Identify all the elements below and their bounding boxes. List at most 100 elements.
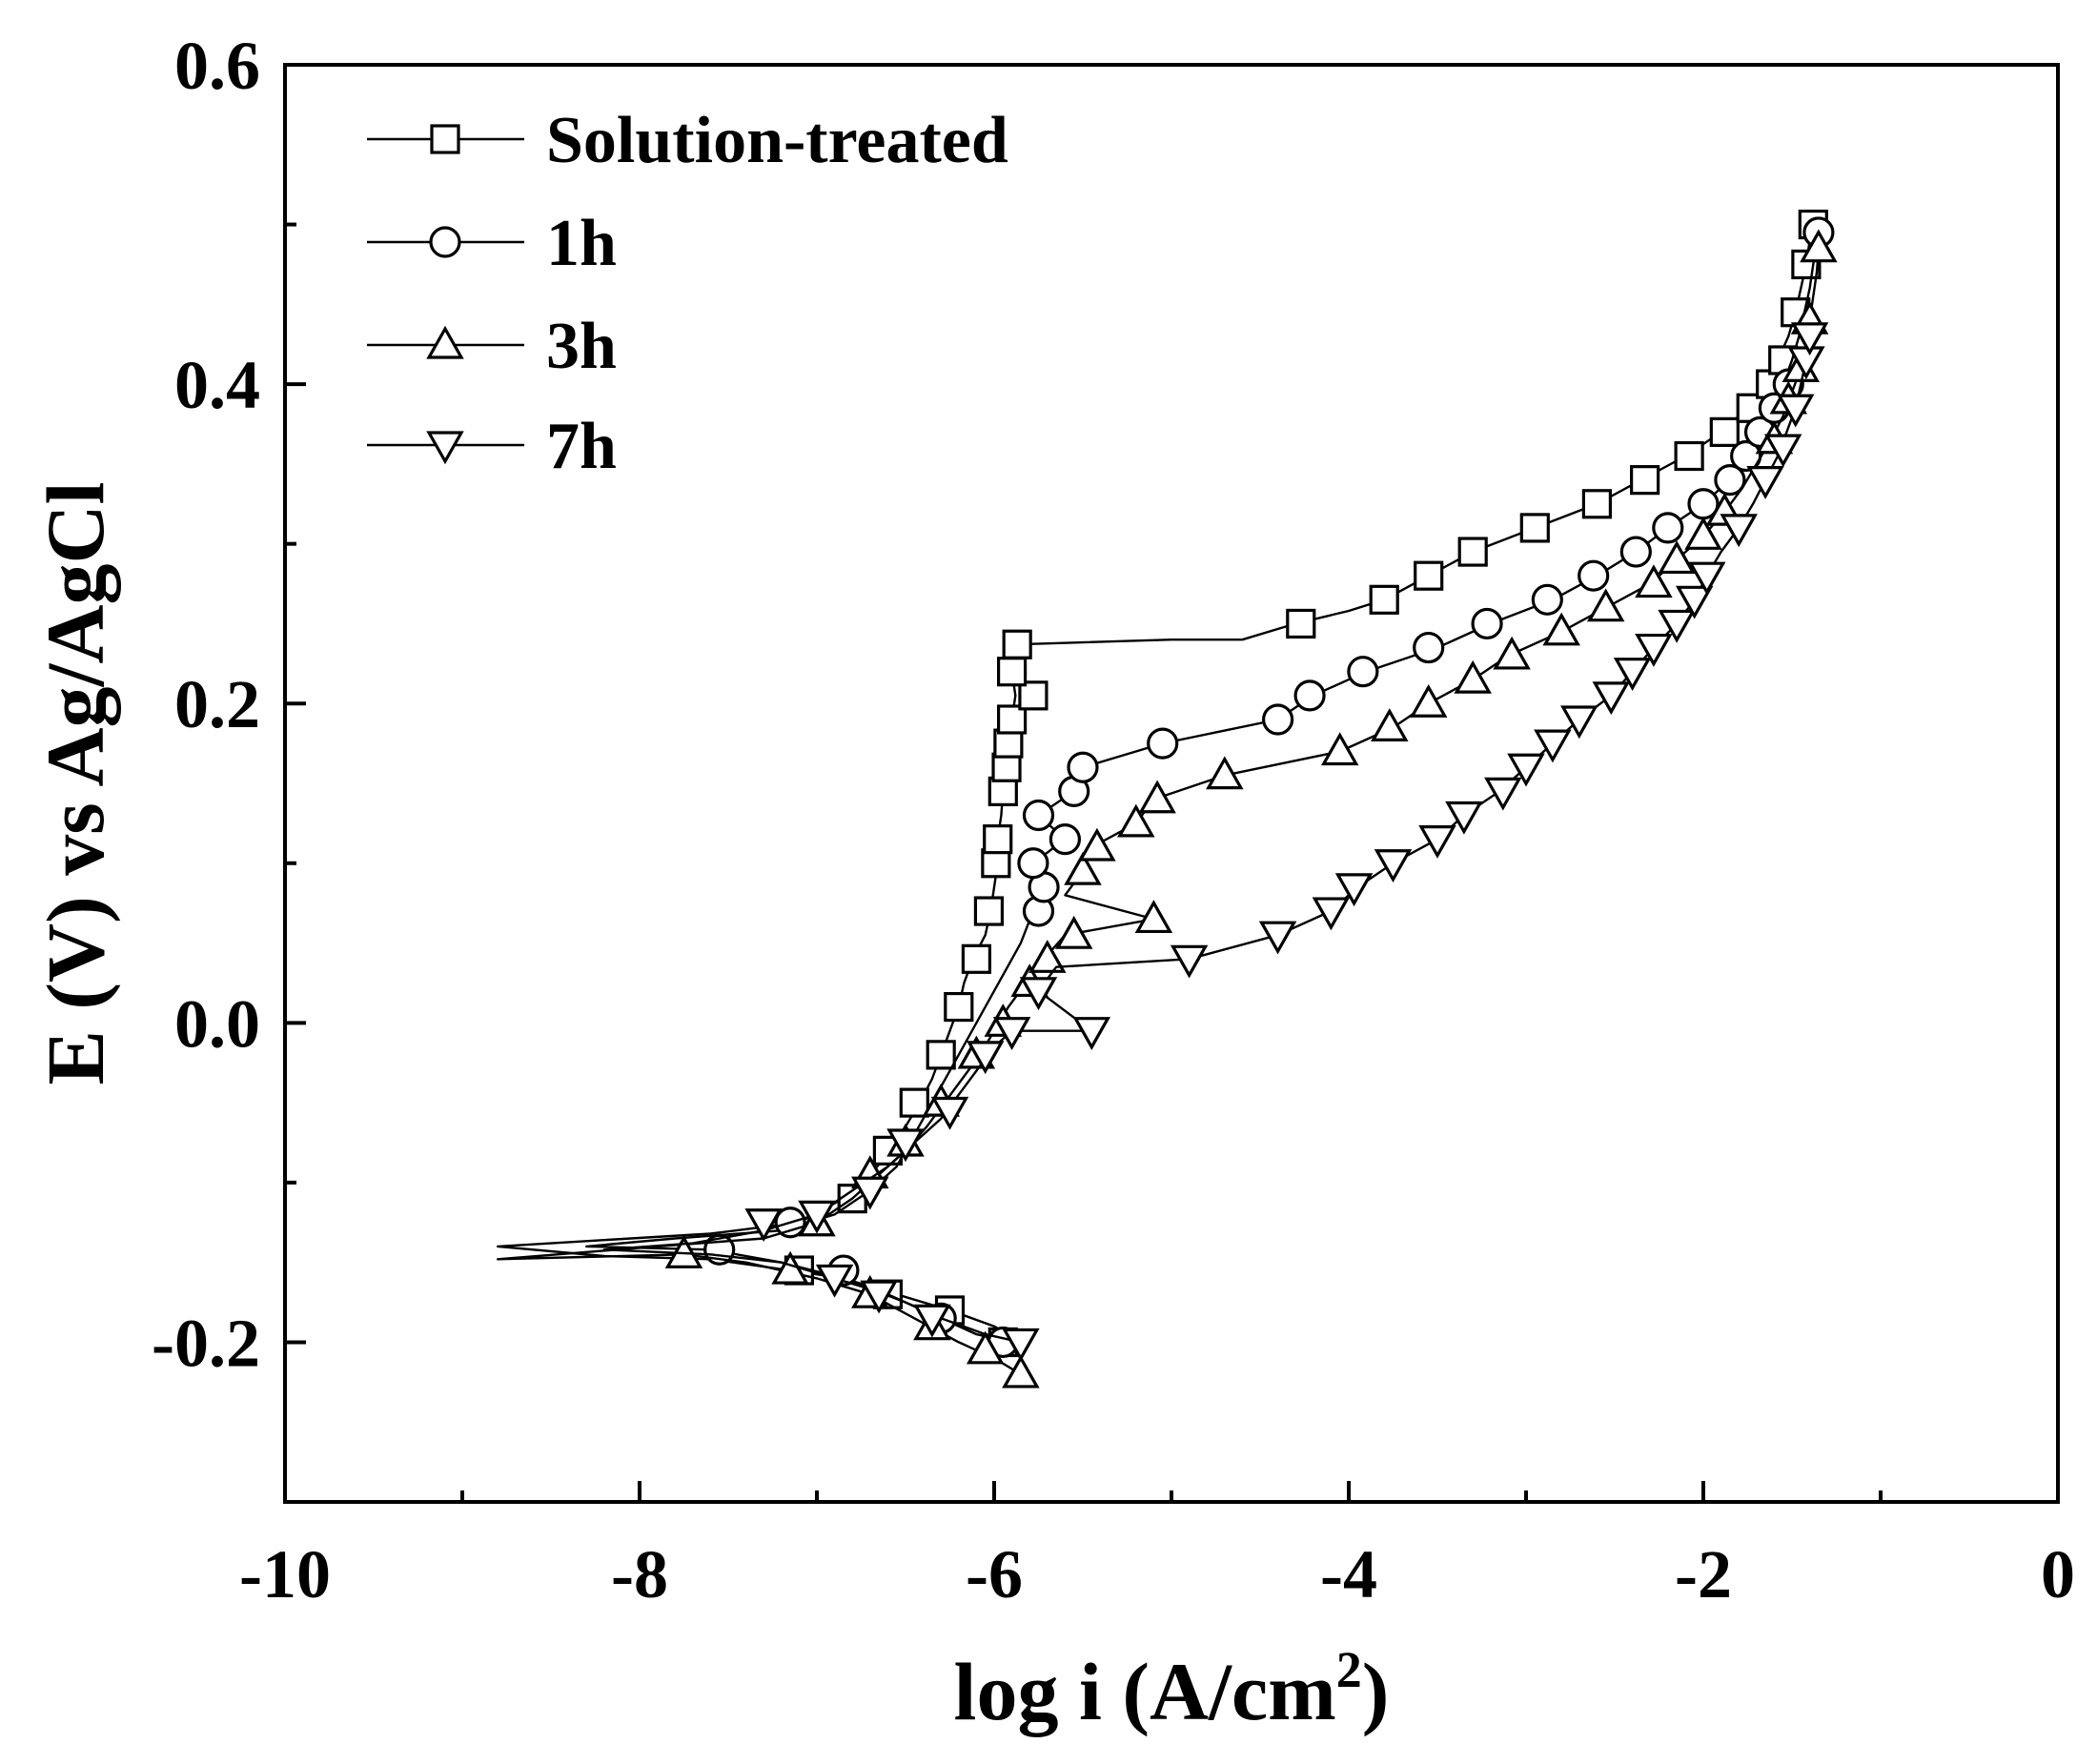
data-point-7h — [1170, 944, 1209, 979]
data-point-1h — [1578, 559, 1610, 592]
data-point-1h — [1022, 799, 1055, 832]
data-point-7h — [1592, 681, 1631, 716]
data-point-solution-treated — [1519, 513, 1550, 543]
data-point-7h — [1746, 466, 1784, 499]
data-point-3h — [1635, 564, 1673, 598]
series-solution-treated — [497, 209, 1828, 1358]
series-7h — [602, 322, 1829, 1362]
data-point-7h — [1312, 897, 1351, 931]
data-point-7h — [1507, 753, 1545, 787]
data-point-7h — [1687, 561, 1726, 596]
data-point-1h — [1714, 464, 1746, 497]
data-point-3h — [1542, 612, 1580, 646]
legend-item-1h: 1h — [367, 207, 617, 280]
data-point-3h — [1586, 588, 1625, 622]
data-point-7h — [744, 1208, 783, 1243]
data-point-7h — [1613, 658, 1652, 691]
data-point-3h — [1684, 517, 1722, 550]
x-tick-label: -10 — [239, 1536, 331, 1612]
data-point-solution-treated — [961, 943, 992, 974]
data-point-7h — [1776, 394, 1815, 428]
data-point-7h — [798, 1200, 836, 1234]
legend-item-solution-treated: Solution-treated — [367, 104, 1008, 177]
data-point-solution-treated — [1286, 608, 1316, 639]
legend-label: 7h — [546, 410, 617, 483]
data-point-7h — [1790, 322, 1829, 356]
series-layer — [497, 209, 1838, 1389]
ticks-layer: -10 -8 -6 -4 -2 0 -0.2 0.0 0.2 0.4 0.6 — [152, 28, 2075, 1612]
y-axis-title: E (V) vs Ag/AgCl — [30, 481, 121, 1085]
data-point-3h — [1002, 1354, 1040, 1389]
x-tick-label: -4 — [1320, 1536, 1377, 1612]
data-point-7h — [851, 1176, 889, 1210]
data-point-7h — [1763, 434, 1802, 468]
data-point-1h — [1471, 607, 1503, 640]
data-point-3h — [1658, 540, 1696, 575]
data-point-solution-treated — [944, 991, 974, 1023]
x-axis-title: log i (A/cm2) — [954, 1641, 1390, 1737]
data-point-7h — [1334, 873, 1374, 907]
data-point-3h — [1134, 900, 1173, 934]
data-point-1h — [1261, 703, 1294, 736]
series-line-solution-treated — [497, 224, 1815, 1344]
data-point-3h — [966, 1330, 1005, 1365]
data-point-7h — [930, 1096, 969, 1130]
data-point-7h — [1445, 801, 1483, 835]
plot-frame — [283, 63, 2060, 1504]
data-point-3h — [1493, 636, 1531, 670]
x-tick-label: 0 — [2041, 1536, 2075, 1612]
data-point-solution-treated — [987, 776, 1018, 806]
data-point-1h — [1347, 656, 1379, 688]
data-point-7h — [966, 1041, 1005, 1075]
series-line-1h — [585, 232, 1821, 1344]
legend-marker-square — [430, 124, 460, 154]
data-point-3h — [1117, 803, 1155, 838]
data-point-1h — [1147, 727, 1179, 760]
data-point-solution-treated — [996, 704, 1028, 735]
y-tick-label: -0.2 — [152, 1305, 260, 1381]
data-point-7h — [1258, 921, 1297, 955]
data-point-3h — [1028, 940, 1067, 973]
series-3h — [497, 229, 1838, 1389]
legend-item-7h: 7h — [367, 410, 617, 483]
data-point-solution-treated — [1457, 537, 1488, 567]
data-point-solution-treated — [899, 1087, 929, 1118]
data-point-7h — [1560, 705, 1598, 740]
data-point-solution-treated — [1002, 629, 1032, 659]
data-point-7h — [1675, 585, 1714, 619]
data-point-7h — [1374, 849, 1413, 883]
data-point-solution-treated — [996, 657, 1028, 687]
data-point-3h — [1078, 827, 1116, 862]
data-point-solution-treated — [981, 848, 1011, 879]
legend-marker-triangle-down — [426, 431, 464, 465]
data-point-7h — [860, 1280, 898, 1314]
data-point-solution-treated — [973, 896, 1005, 926]
data-point-3h — [1800, 229, 1838, 263]
legend-label: 1h — [546, 207, 617, 280]
data-point-7h — [1720, 514, 1758, 548]
data-point-7h — [1635, 633, 1673, 667]
y-tick-label: 0.6 — [174, 28, 260, 104]
data-point-7h — [1534, 729, 1572, 763]
data-point-solution-treated — [1369, 584, 1399, 615]
data-point-solution-treated — [1630, 465, 1660, 496]
y-tick-label: 0.0 — [174, 985, 260, 1062]
data-point-1h — [1017, 847, 1049, 880]
data-point-7h — [1418, 825, 1456, 859]
y-tick-label: 0.4 — [174, 347, 260, 423]
data-point-solution-treated — [1018, 680, 1048, 711]
data-point-3h — [1409, 683, 1448, 718]
data-point-3h — [1138, 780, 1176, 814]
data-point-3h — [1206, 756, 1244, 790]
data-point-3h — [1371, 708, 1409, 741]
data-point-1h — [1293, 679, 1326, 712]
data-point-solution-treated — [926, 1040, 956, 1070]
data-point-solution-treated — [983, 824, 1013, 855]
legend-item-3h: 3h — [367, 310, 617, 383]
x-tick-label: -8 — [611, 1536, 668, 1612]
legend-marker-triangle-up — [426, 325, 464, 359]
data-point-1h — [1048, 823, 1082, 856]
data-point-7h — [815, 1264, 854, 1298]
legend: Solution-treated 1h 3h 7h — [367, 104, 1008, 483]
